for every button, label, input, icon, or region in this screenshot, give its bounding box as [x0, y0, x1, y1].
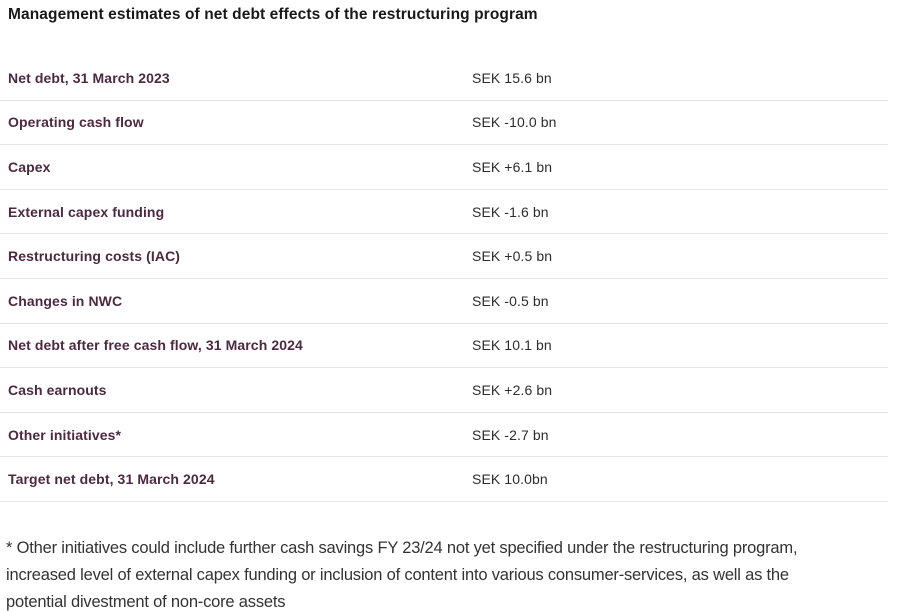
- row-value: SEK 10.0bn: [472, 471, 548, 488]
- page-title: Management estimates of net debt effects…: [8, 6, 538, 23]
- row-label: Cash earnouts: [8, 381, 107, 398]
- row-label: Capex: [8, 158, 51, 175]
- footnote-line: potential divestment of non-core assets: [6, 592, 286, 611]
- row-label: Target net debt, 31 March 2024: [8, 471, 215, 488]
- table-row: Capex SEK +6.1 bn: [0, 145, 888, 190]
- table-row: Other initiatives* SEK -2.7 bn: [0, 413, 888, 458]
- row-label: Restructuring costs (IAC): [8, 248, 181, 265]
- table-row: Target net debt, 31 March 2024 SEK 10.0b…: [0, 457, 888, 502]
- row-value: SEK -10.0 bn: [472, 114, 557, 131]
- row-value: SEK +2.6 bn: [472, 381, 553, 398]
- table-row: Net debt, 31 March 2023 SEK 15.6 bn: [0, 56, 888, 101]
- row-label: Other initiatives*: [8, 426, 122, 443]
- row-value: SEK -0.5 bn: [472, 292, 549, 309]
- row-label: External capex funding: [8, 203, 165, 220]
- page: Management estimates of net debt effects…: [0, 6, 905, 611]
- table-row: Restructuring costs (IAC) SEK +0.5 bn: [0, 234, 888, 279]
- row-value: SEK 15.6 bn: [472, 69, 552, 86]
- row-label: Net debt after free cash flow, 31 March …: [8, 337, 303, 354]
- row-value: SEK -2.7 bn: [472, 426, 549, 443]
- footnote-line: * Other initiatives could include furthe…: [6, 538, 798, 557]
- table-row: Cash earnouts SEK +2.6 bn: [0, 368, 888, 413]
- net-debt-table: Net debt, 31 March 2023 SEK 15.6 bn Oper…: [0, 56, 888, 502]
- row-label: Net debt, 31 March 2023: [8, 69, 170, 86]
- row-value: SEK +6.1 bn: [472, 158, 553, 175]
- row-value: SEK -1.6 bn: [472, 203, 549, 220]
- row-label: Changes in NWC: [8, 292, 123, 309]
- table-row: Operating cash flow SEK -10.0 bn: [0, 101, 888, 146]
- footnote-line: increased level of external capex fundin…: [6, 565, 789, 584]
- table-row: Changes in NWC SEK -0.5 bn: [0, 279, 888, 324]
- footnote: * Other initiatives could include furthe…: [6, 535, 897, 611]
- table-row: Net debt after free cash flow, 31 March …: [0, 324, 888, 369]
- row-value: SEK 10.1 bn: [472, 337, 552, 354]
- table-row: External capex funding SEK -1.6 bn: [0, 190, 888, 235]
- row-value: SEK +0.5 bn: [472, 248, 553, 265]
- row-label: Operating cash flow: [8, 114, 144, 131]
